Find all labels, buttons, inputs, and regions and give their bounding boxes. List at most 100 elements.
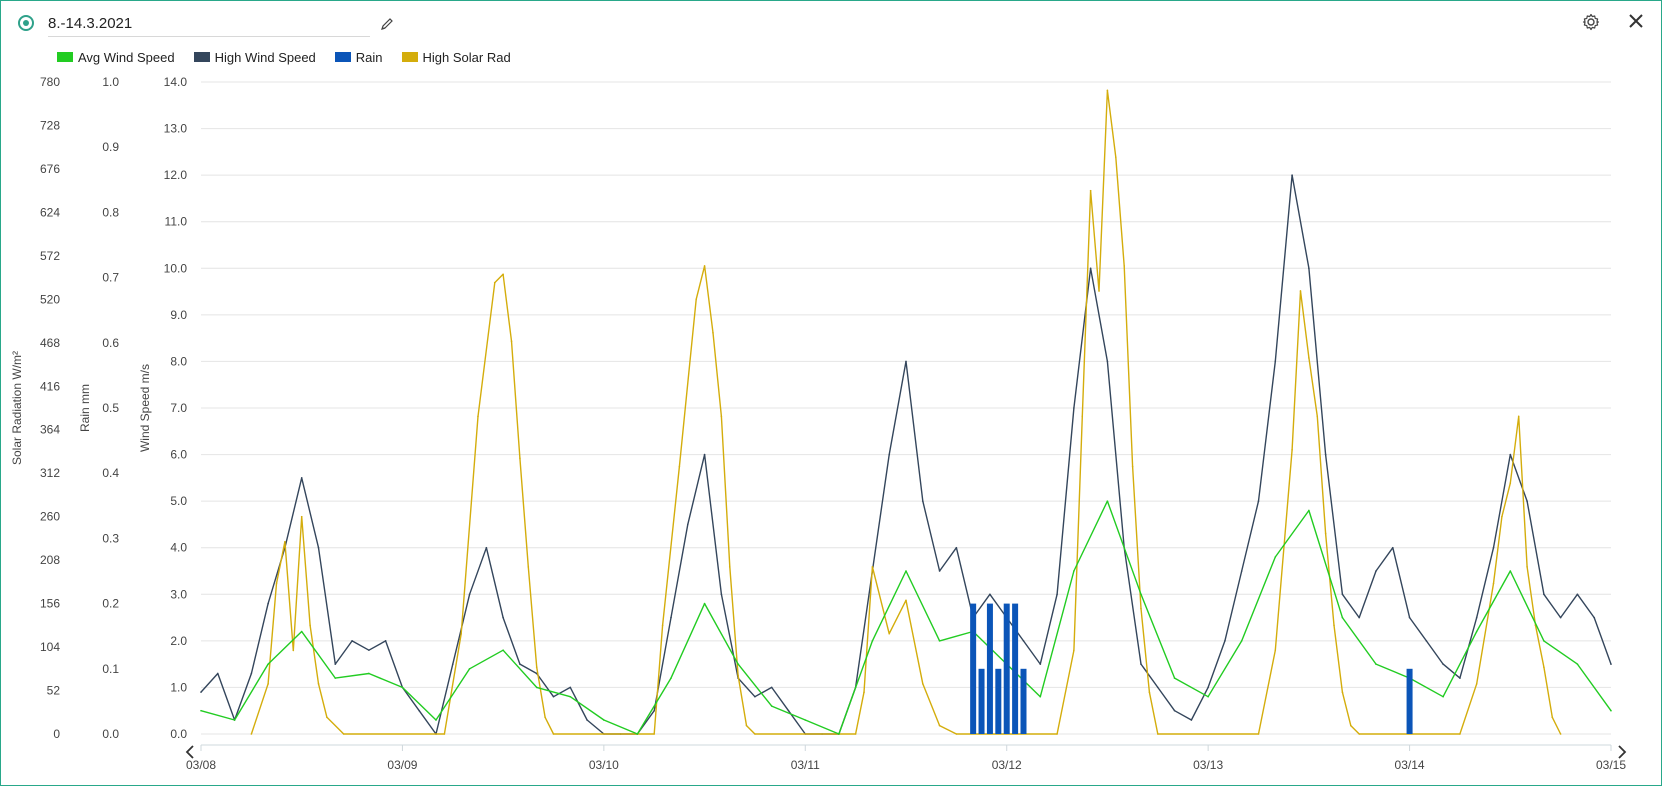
rain-axis-title: Rain mm xyxy=(78,384,92,432)
high-solar-rad-point xyxy=(1123,265,1126,267)
high-solar-rad-point xyxy=(754,733,756,735)
high-solar-rad-point xyxy=(493,281,496,284)
high-wind-speed-point xyxy=(216,672,219,675)
high-wind-speed-point xyxy=(451,663,454,665)
avg-wind-speed-point xyxy=(603,719,605,721)
high-solar-rad-point xyxy=(1291,448,1293,451)
avg-wind-speed-point xyxy=(1341,616,1344,619)
high-solar-rad-point xyxy=(1333,624,1335,627)
wind-tick-label: 7.0 xyxy=(170,401,187,415)
high-solar-rad-point xyxy=(326,716,328,719)
x-tick-label: 03/11 xyxy=(791,758,820,772)
high-solar-rad-point xyxy=(460,632,462,635)
avg-wind-speed-point xyxy=(1039,695,1042,698)
high-solar-rad-point xyxy=(1308,357,1310,359)
high-wind-speed-point xyxy=(351,640,353,642)
select-radio-button[interactable] xyxy=(18,15,34,31)
legend-swatch xyxy=(334,52,351,62)
high-solar-rad-point xyxy=(519,457,521,459)
high-solar-rad-point xyxy=(267,683,269,685)
legend-item-rain[interactable]: Rain xyxy=(334,50,383,65)
high-wind-speed-point xyxy=(1425,640,1428,642)
high-solar-rad-point xyxy=(275,582,278,585)
legend-label: High Solar Rad xyxy=(422,49,511,65)
wind-tick-label: 6.0 xyxy=(170,448,187,462)
solar-tick-label: 416 xyxy=(40,379,60,393)
wind-tick-label: 13.0 xyxy=(164,122,188,136)
high-solar-rad-series-line xyxy=(250,89,1562,735)
high-wind-speed-point xyxy=(703,453,706,456)
avg-wind-speed-point xyxy=(267,663,269,665)
solar-tick-label: 780 xyxy=(40,75,60,89)
close-icon[interactable] xyxy=(1627,12,1645,30)
high-wind-speed-point xyxy=(519,663,521,665)
legend-item-high-solar-rad[interactable]: High Solar Rad xyxy=(401,49,511,65)
high-solar-rad-point xyxy=(1509,482,1512,485)
radio-dot xyxy=(23,20,29,26)
high-wind-speed-point xyxy=(1408,616,1411,619)
chevron-left-icon[interactable] xyxy=(183,743,197,761)
high-wind-speed-point xyxy=(653,709,656,712)
high-solar-rad-point xyxy=(250,733,253,735)
avg-wind-speed-point xyxy=(1173,677,1176,679)
rain-tick-label: 0.4 xyxy=(102,466,119,480)
high-solar-rad-point xyxy=(712,331,714,334)
high-solar-rad-point xyxy=(1350,724,1352,727)
high-wind-speed-point xyxy=(317,546,320,549)
legend-item-high-wind-speed[interactable]: High Wind Speed xyxy=(193,50,316,65)
avg-wind-speed-point xyxy=(1475,630,1478,633)
high-solar-rad-point xyxy=(309,624,311,627)
x-tick-label: 03/15 xyxy=(1596,758,1626,772)
high-solar-rad-point xyxy=(1526,566,1528,568)
high-solar-rad-point xyxy=(552,733,555,735)
high-wind-speed-point xyxy=(1543,593,1545,596)
high-solar-rad-point xyxy=(863,691,865,694)
avg-wind-speed-point xyxy=(804,719,807,721)
high-solar-rad-point xyxy=(938,724,941,727)
avg-wind-speed-point xyxy=(1576,663,1579,665)
solar-tick-label: 468 xyxy=(40,336,60,350)
high-solar-rad-point xyxy=(535,666,538,668)
gear-icon[interactable] xyxy=(1581,12,1601,32)
high-solar-rad-point xyxy=(1148,691,1151,694)
rain-tick-label: 0.6 xyxy=(102,336,119,350)
high-wind-speed-point xyxy=(1056,593,1058,596)
high-solar-rad-point xyxy=(1358,733,1361,735)
avg-wind-speed-point xyxy=(1073,570,1075,572)
high-solar-rad-point xyxy=(1551,716,1554,719)
high-wind-speed-point xyxy=(1039,663,1042,665)
high-wind-speed-point xyxy=(1509,453,1512,456)
chevron-right-icon[interactable] xyxy=(1615,743,1629,761)
x-tick-label: 03/12 xyxy=(992,758,1022,772)
high-wind-speed-point xyxy=(1224,640,1226,642)
high-wind-speed-point xyxy=(1308,267,1310,270)
high-wind-speed-point xyxy=(921,500,924,502)
x-tick-label: 03/14 xyxy=(1395,758,1425,772)
wind-tick-label: 1.0 xyxy=(170,680,187,694)
solar-axis-title: Solar Radiation W/m² xyxy=(10,351,24,465)
high-solar-rad-point xyxy=(703,265,706,267)
high-wind-speed-point xyxy=(1190,719,1193,721)
pencil-icon[interactable] xyxy=(379,16,395,32)
high-solar-rad-point xyxy=(527,566,530,568)
solar-tick-label: 0 xyxy=(53,727,60,741)
period-title-field[interactable]: 8.-14.3.2021 xyxy=(48,14,370,37)
rain-bar xyxy=(986,603,993,734)
high-solar-rad-point xyxy=(661,624,664,627)
high-wind-speed-point xyxy=(1207,686,1209,689)
solar-tick-label: 520 xyxy=(40,292,60,306)
avg-wind-speed-point xyxy=(401,686,404,689)
legend-item-avg-wind-speed[interactable]: Avg Wind Speed xyxy=(57,50,175,65)
rain-tick-label: 0.9 xyxy=(102,140,119,154)
high-solar-rad-point xyxy=(1098,290,1100,292)
rain-bar xyxy=(1020,668,1027,734)
high-wind-speed-point xyxy=(1341,593,1344,596)
high-solar-rad-point xyxy=(1073,649,1075,652)
high-wind-speed-point xyxy=(1576,593,1579,596)
high-wind-speed-point xyxy=(1140,663,1142,665)
high-wind-speed-point xyxy=(1593,616,1596,619)
solar-tick-label: 624 xyxy=(40,205,60,219)
high-wind-speed-point xyxy=(955,546,958,549)
high-solar-rad-point xyxy=(720,415,723,418)
high-wind-speed-point xyxy=(1257,500,1260,502)
